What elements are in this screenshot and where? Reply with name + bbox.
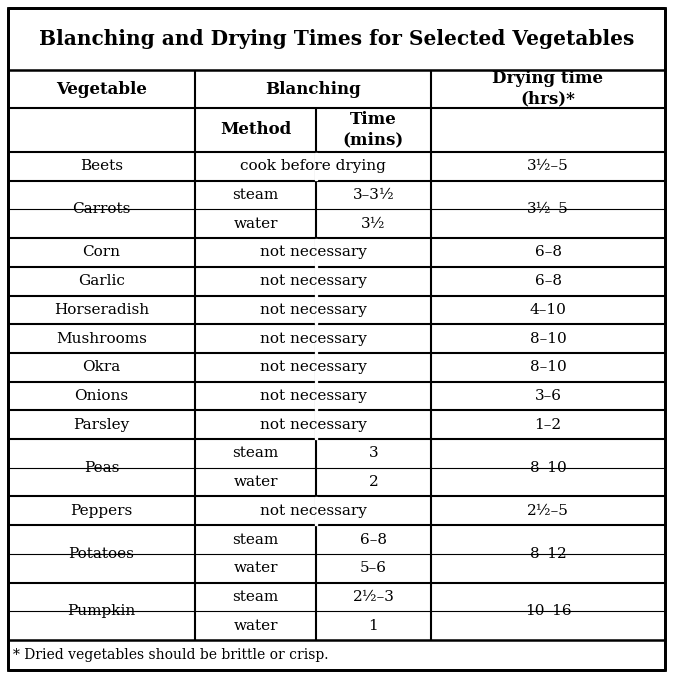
Text: Corn: Corn bbox=[83, 245, 120, 259]
Text: Carrots: Carrots bbox=[72, 202, 131, 216]
Bar bbox=[315, 382, 317, 410]
Text: Garlic: Garlic bbox=[78, 274, 125, 288]
Text: not necessary: not necessary bbox=[260, 332, 366, 346]
Text: 5–6: 5–6 bbox=[360, 561, 387, 575]
Text: water: water bbox=[234, 619, 278, 633]
Text: water: water bbox=[234, 561, 278, 575]
Text: Okra: Okra bbox=[82, 361, 120, 374]
Text: 10–16: 10–16 bbox=[525, 605, 571, 618]
Text: 3½–5: 3½–5 bbox=[527, 202, 569, 216]
Text: not necessary: not necessary bbox=[260, 418, 366, 432]
Text: 2: 2 bbox=[369, 475, 378, 489]
Text: 2½–5: 2½–5 bbox=[527, 504, 569, 518]
Bar bbox=[315, 239, 317, 266]
Bar bbox=[315, 152, 317, 180]
Text: not necessary: not necessary bbox=[260, 389, 366, 403]
Text: steam: steam bbox=[232, 446, 279, 460]
Text: not necessary: not necessary bbox=[260, 361, 366, 374]
Text: Mushrooms: Mushrooms bbox=[56, 332, 147, 346]
Text: Onions: Onions bbox=[75, 389, 129, 403]
Text: water: water bbox=[234, 217, 278, 231]
Bar bbox=[315, 497, 317, 524]
Text: Blanching: Blanching bbox=[265, 80, 361, 98]
Text: steam: steam bbox=[232, 532, 279, 547]
Text: 4–10: 4–10 bbox=[530, 303, 567, 317]
Text: steam: steam bbox=[232, 188, 279, 202]
Text: steam: steam bbox=[232, 590, 279, 604]
Text: not necessary: not necessary bbox=[260, 274, 366, 288]
Text: Pumpkin: Pumpkin bbox=[67, 605, 136, 618]
Text: Drying time
(hrs)*: Drying time (hrs)* bbox=[493, 70, 604, 108]
Text: Method: Method bbox=[220, 121, 291, 138]
Text: 8–10: 8–10 bbox=[530, 361, 567, 374]
Text: not necessary: not necessary bbox=[260, 504, 366, 518]
Bar bbox=[315, 268, 317, 295]
Text: 3–6: 3–6 bbox=[534, 389, 561, 403]
Text: Horseradish: Horseradish bbox=[54, 303, 149, 317]
Bar bbox=[315, 325, 317, 353]
Text: 8–10: 8–10 bbox=[530, 461, 567, 474]
Text: 2½–3: 2½–3 bbox=[353, 590, 394, 604]
Text: 3: 3 bbox=[369, 446, 378, 460]
Text: cook before drying: cook before drying bbox=[240, 159, 386, 173]
Text: Vegetable: Vegetable bbox=[56, 80, 147, 98]
Text: Peppers: Peppers bbox=[71, 504, 133, 518]
Bar bbox=[315, 411, 317, 439]
Text: 6–8: 6–8 bbox=[360, 532, 387, 547]
Text: 8–10: 8–10 bbox=[530, 332, 567, 346]
Text: 3½–5: 3½–5 bbox=[527, 159, 569, 173]
Text: 3–3½: 3–3½ bbox=[353, 188, 394, 202]
Text: Peas: Peas bbox=[84, 461, 119, 474]
Text: not necessary: not necessary bbox=[260, 303, 366, 317]
Text: Blanching and Drying Times for Selected Vegetables: Blanching and Drying Times for Selected … bbox=[39, 29, 634, 49]
Text: Parsley: Parsley bbox=[73, 418, 130, 432]
Bar bbox=[315, 296, 317, 324]
Text: 1: 1 bbox=[369, 619, 378, 633]
Text: water: water bbox=[234, 475, 278, 489]
Text: 6–8: 6–8 bbox=[534, 245, 561, 259]
Text: Beets: Beets bbox=[80, 159, 123, 173]
Text: * Dried vegetables should be brittle or crisp.: * Dried vegetables should be brittle or … bbox=[13, 648, 328, 662]
Text: not necessary: not necessary bbox=[260, 245, 366, 259]
Text: Potatoes: Potatoes bbox=[69, 547, 135, 561]
Text: 1–2: 1–2 bbox=[534, 418, 561, 432]
Text: 8–12: 8–12 bbox=[530, 547, 567, 561]
Text: 6–8: 6–8 bbox=[534, 274, 561, 288]
Bar bbox=[315, 353, 317, 381]
Text: Time
(mins): Time (mins) bbox=[343, 111, 404, 149]
Text: 3½: 3½ bbox=[361, 217, 386, 231]
